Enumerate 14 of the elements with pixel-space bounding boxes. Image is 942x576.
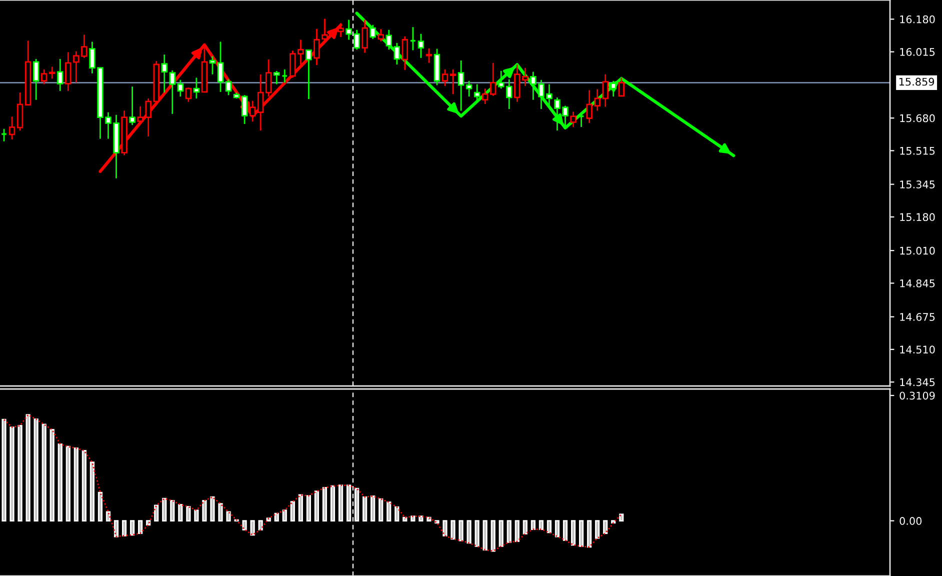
y-tick-label: 0.00 xyxy=(900,517,922,525)
y-tick-label: 14.845 xyxy=(900,279,935,288)
ref-line-label: 15.859 xyxy=(899,78,934,86)
y-tick-label: 15.180 xyxy=(900,213,935,222)
y-tick-label: 14.675 xyxy=(900,313,935,321)
y-tick-label: 15.515 xyxy=(900,147,935,155)
y-tick-label: 15.680 xyxy=(900,114,935,122)
y-tick-label: 15.345 xyxy=(900,180,935,188)
y-tick-label: 14.510 xyxy=(900,346,935,354)
y-tick-label: 15.010 xyxy=(900,246,935,255)
y-tick-label: 16.015 xyxy=(900,48,935,56)
y-tick-label: 0.3109 xyxy=(900,392,935,400)
y-tick-label: 16.180 xyxy=(900,15,935,24)
y-tick-label: 14.345 xyxy=(900,378,935,386)
